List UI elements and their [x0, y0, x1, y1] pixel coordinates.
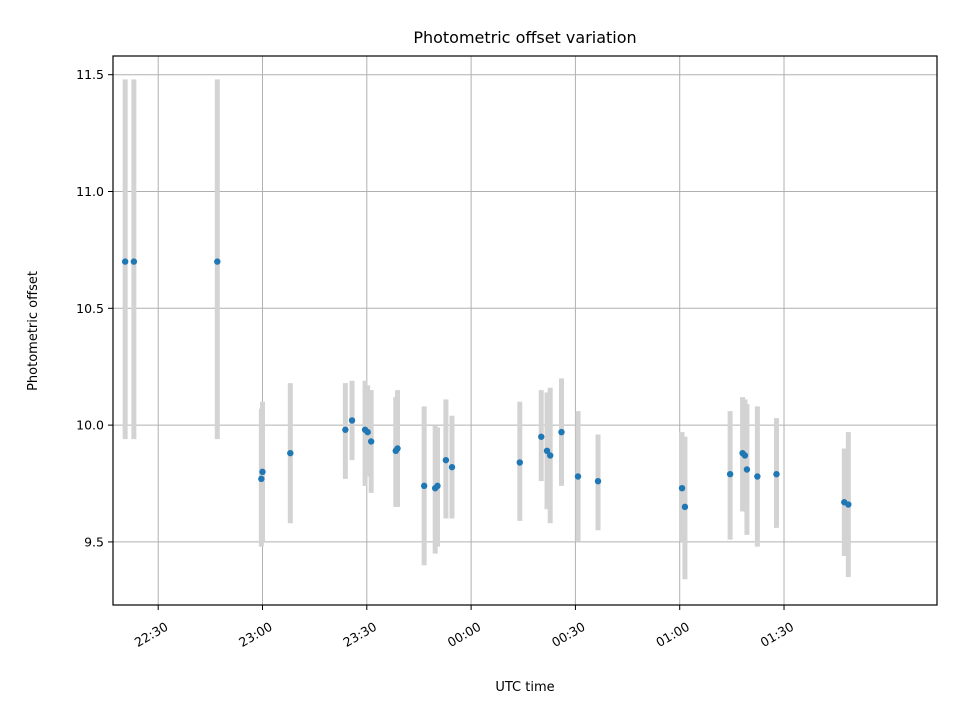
data-points [121, 258, 852, 511]
data-point [348, 417, 356, 424]
data-point [743, 466, 751, 473]
x-axis-label: UTC time [495, 680, 554, 695]
data-point [845, 501, 852, 508]
y-tick-label: 9.5 [84, 534, 104, 549]
grid-lines [113, 56, 937, 605]
data-point [547, 452, 554, 459]
data-point [214, 258, 221, 265]
data-point [678, 484, 686, 492]
data-point [543, 447, 551, 455]
x-tick-label: 23:30 [340, 619, 379, 650]
y-tick-label: 11.5 [76, 67, 104, 82]
data-point [259, 468, 266, 476]
x-tick-label: 22:30 [132, 619, 171, 650]
y-tick-label: 10.5 [76, 301, 104, 316]
data-point [121, 258, 129, 265]
error-bars [122, 79, 851, 580]
x-tick-label: 01:00 [653, 619, 692, 650]
data-point [342, 426, 349, 433]
data-point [594, 477, 602, 485]
x-tick-label: 01:30 [758, 619, 797, 650]
data-point [741, 452, 749, 459]
data-point [538, 433, 545, 440]
data-point [754, 473, 761, 480]
y-axis-ticks: 9.5 10.0 10.5 11.0 11.5 [76, 67, 113, 549]
data-point [364, 428, 371, 436]
x-axis-ticks: 22:30 23:00 23:30 00:00 00:30 01:00 01:30 [132, 605, 797, 650]
y-tick-label: 11.0 [76, 184, 104, 199]
data-point [420, 482, 428, 490]
data-point [558, 428, 565, 436]
data-point [258, 475, 265, 483]
y-tick-label: 10.0 [76, 418, 104, 433]
plot-frame [112, 55, 938, 606]
chart-title: Photometric offset variation [413, 28, 636, 47]
data-point [130, 258, 138, 265]
data-point [287, 449, 294, 457]
x-tick-label: 23:00 [236, 619, 275, 650]
y-axis-label: Photometric offset [26, 271, 41, 391]
data-point [574, 473, 582, 480]
data-point [442, 456, 450, 464]
data-point [448, 463, 456, 471]
data-point [773, 470, 780, 478]
x-tick-label: 00:30 [549, 619, 588, 650]
x-tick-label: 00:00 [445, 619, 484, 650]
data-point [681, 503, 689, 511]
data-point [726, 470, 734, 478]
data-point [394, 445, 401, 452]
data-point [516, 459, 523, 466]
data-point [367, 438, 375, 445]
data-point [434, 482, 441, 490]
